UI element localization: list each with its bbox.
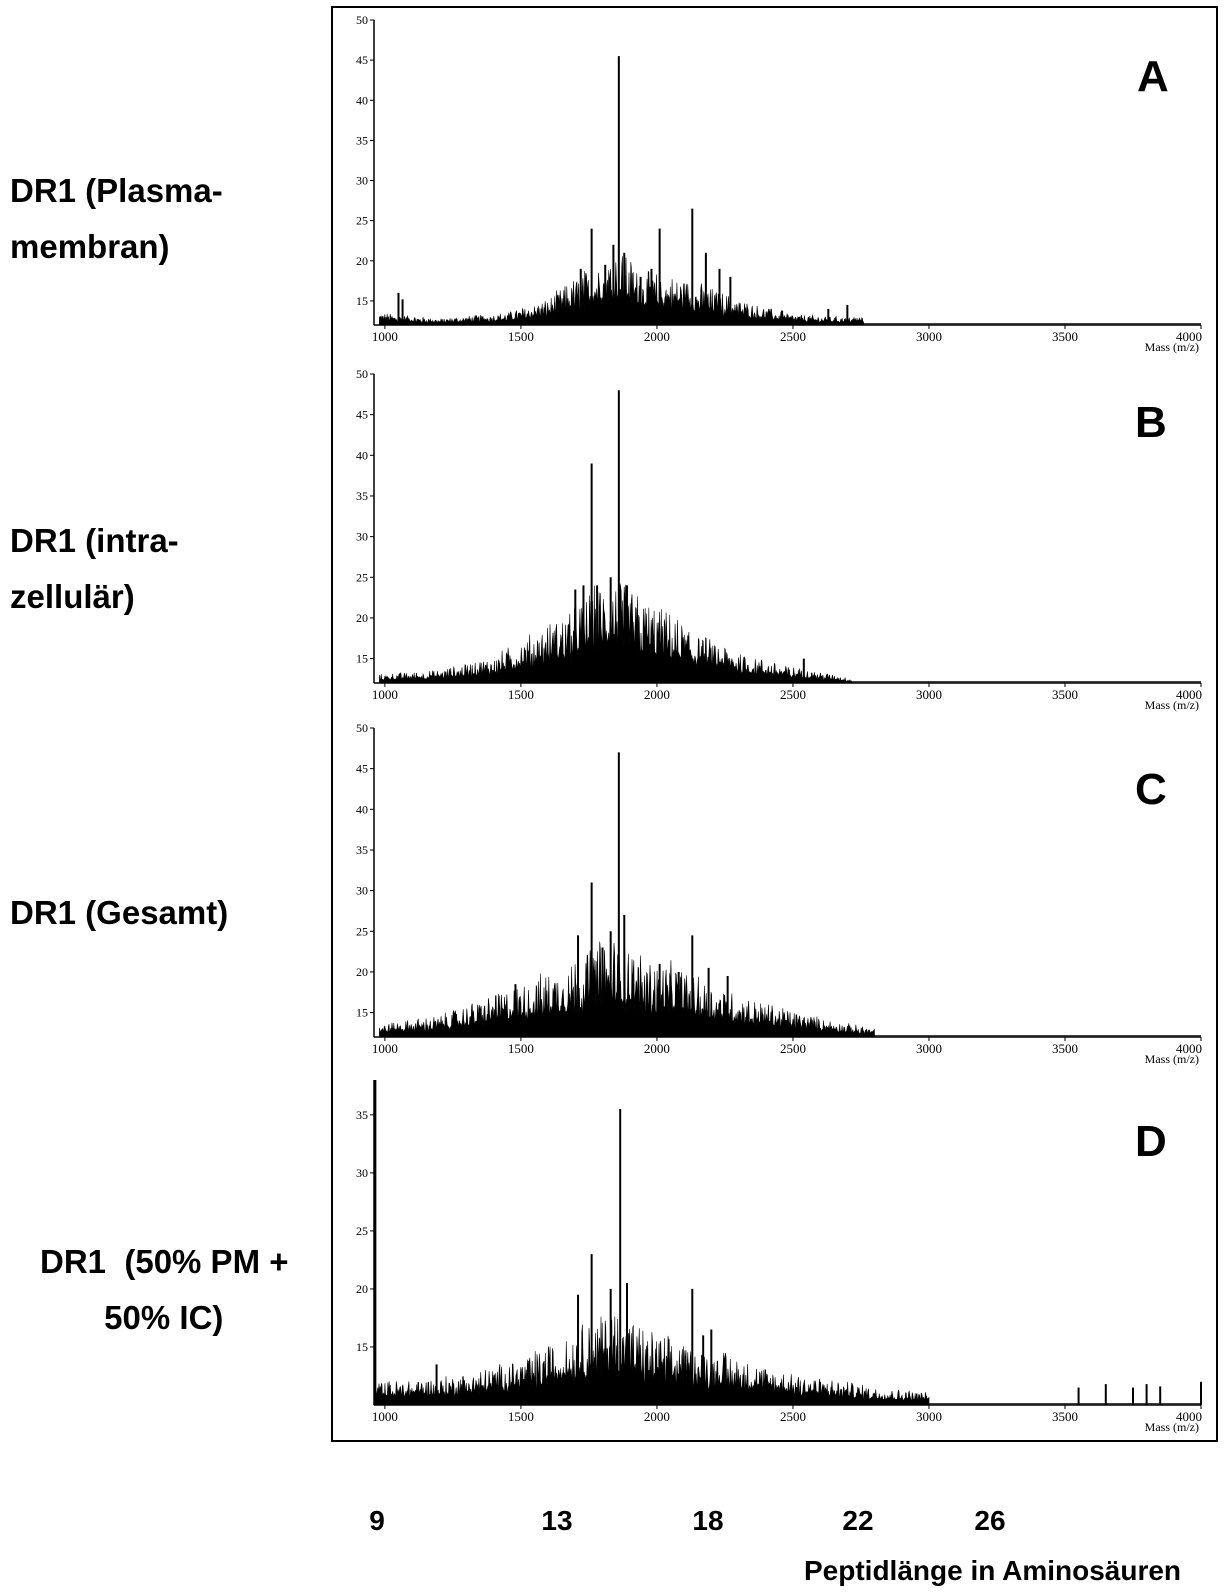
figure-frame	[331, 6, 1218, 1442]
spectrum-background-c	[379, 941, 875, 1038]
x-tick-label-b-3500: 3500	[1052, 687, 1078, 702]
y-tick-label-a-50: 50	[356, 13, 368, 27]
row-label-c: DR1 (Gesamt)	[10, 885, 228, 941]
row-label-b: DR1 (intra- zellulär)	[10, 513, 179, 625]
x-tick-label-a-1500: 1500	[508, 329, 534, 344]
y-tick-label-b-25: 25	[356, 570, 368, 584]
y-tick-label-b-35: 35	[356, 489, 368, 503]
x-axis-label-d: Mass (m/z)	[1145, 1420, 1199, 1434]
x-tick-label-d-3000: 3000	[916, 1409, 942, 1424]
y-tick-label-c-35: 35	[356, 843, 368, 857]
x-tick-label-b-1500: 1500	[508, 687, 534, 702]
x-tick-label-b-4000: 4000	[1176, 687, 1202, 702]
x-tick-label-b-3000: 3000	[916, 687, 942, 702]
peptide-tick-9: 9	[369, 1505, 385, 1536]
y-tick-label-d-15: 15	[356, 1340, 368, 1354]
panel-letter-a: A	[1137, 52, 1169, 101]
x-tick-label-c-1500: 1500	[508, 1041, 534, 1056]
x-tick-label-c-4000: 4000	[1176, 1041, 1202, 1056]
row-label-a-line-2: membran)	[10, 228, 170, 265]
x-tick-label-d-1000: 1000	[372, 1409, 398, 1424]
y-tick-label-c-15: 15	[356, 1006, 368, 1020]
y-tick-label-d-30: 30	[356, 1166, 368, 1180]
spectrum-panel-d: 15 20 25 30 35 1000 1500 2000 2500 3000 3500 4000Ma…	[356, 1080, 1202, 1434]
spectrum-background-d	[375, 1316, 930, 1406]
row-label-d: DR1 (50% PM + 50% IC)	[40, 1234, 289, 1346]
peptide-tick-26: 26	[974, 1505, 1006, 1536]
x-tick-label-a-3500: 3500	[1052, 329, 1078, 344]
row-label-d-line-1: DR1 (50% PM +	[40, 1243, 289, 1280]
y-tick-label-c-30: 30	[356, 884, 368, 898]
y-tick-label-d-20: 20	[356, 1282, 368, 1296]
row-label-a: DR1 (Plasma- membran)	[10, 163, 223, 275]
x-tick-label-d-2000: 2000	[644, 1409, 670, 1424]
spectrum-background-a	[379, 256, 865, 326]
y-tick-label-c-50: 50	[356, 721, 368, 735]
y-tick-label-d-25: 25	[356, 1224, 368, 1238]
y-tick-label-b-30: 30	[356, 530, 368, 544]
y-tick-label-a-25: 25	[356, 214, 368, 228]
y-tick-label-b-50: 50	[356, 367, 368, 381]
y-tick-label-a-15: 15	[356, 294, 368, 308]
x-axis-label-b: Mass (m/z)	[1145, 698, 1199, 712]
x-axis-label-c: Mass (m/z)	[1145, 1052, 1199, 1066]
y-tick-label-a-45: 45	[356, 53, 368, 67]
y-tick-label-a-30: 30	[356, 174, 368, 188]
y-tick-label-d-35: 35	[356, 1108, 368, 1122]
row-label-a-line-1: DR1 (Plasma-	[10, 172, 223, 209]
x-tick-label-a-3000: 3000	[916, 329, 942, 344]
x-tick-label-d-3500: 3500	[1052, 1409, 1078, 1424]
y-tick-label-c-40: 40	[356, 802, 368, 816]
y-tick-label-a-20: 20	[356, 254, 368, 268]
x-tick-label-a-1000: 1000	[372, 329, 398, 344]
x-tick-label-b-2500: 2500	[780, 687, 806, 702]
spectrum-panel-a: 15 20 25 30 35 40 45 50 1000 1500 2000 2500 3000 3500…	[356, 13, 1202, 354]
peptide-axis-label: Peptidlänge in Aminosäuren	[804, 1555, 1182, 1586]
y-tick-label-c-25: 25	[356, 924, 368, 938]
y-tick-label-b-45: 45	[356, 408, 368, 422]
x-tick-label-b-1000: 1000	[372, 687, 398, 702]
y-tick-label-c-45: 45	[356, 762, 368, 776]
x-tick-label-a-2000: 2000	[644, 329, 670, 344]
spectrum-background-b	[379, 583, 854, 684]
x-axis-label-a: Mass (m/z)	[1145, 340, 1199, 354]
row-label-c-line-1: DR1 (Gesamt)	[10, 894, 229, 931]
x-tick-label-a-4000: 4000	[1176, 329, 1202, 344]
x-tick-label-a-2500: 2500	[780, 329, 806, 344]
x-tick-label-c-1000: 1000	[372, 1041, 398, 1056]
x-tick-label-c-3000: 3000	[916, 1041, 942, 1056]
spectrum-panel-c: 15 20 25 30 35 40 45 50 1000 1500 2000 2500 3000 3500…	[356, 721, 1202, 1066]
x-tick-label-d-2500: 2500	[780, 1409, 806, 1424]
y-tick-label-a-35: 35	[356, 133, 368, 147]
spectrum-panel-b: 15 20 25 30 35 40 45 50 1000 1500 2000 2500 3000 3500…	[356, 367, 1202, 712]
peptide-tick-18: 18	[692, 1505, 724, 1536]
y-tick-label-b-40: 40	[356, 448, 368, 462]
y-tick-label-a-40: 40	[356, 93, 368, 107]
peptide-tick-13: 13	[541, 1505, 573, 1536]
x-tick-label-d-4000: 4000	[1176, 1409, 1202, 1424]
x-tick-label-d-1500: 1500	[508, 1409, 534, 1424]
x-tick-label-c-2000: 2000	[644, 1041, 670, 1056]
panel-letter-d: D	[1135, 1117, 1167, 1166]
row-label-b-line-1: DR1 (intra-	[10, 522, 179, 559]
panel-letter-c: C	[1135, 765, 1167, 814]
row-label-d-line-2: 50% IC)	[40, 1299, 224, 1336]
panel-letter-b: B	[1135, 398, 1167, 447]
x-tick-label-c-2500: 2500	[780, 1041, 806, 1056]
y-tick-label-c-20: 20	[356, 965, 368, 979]
x-tick-label-c-3500: 3500	[1052, 1041, 1078, 1056]
x-tick-label-b-2000: 2000	[644, 687, 670, 702]
row-label-b-line-2: zellulär)	[10, 578, 135, 615]
y-tick-label-b-15: 15	[356, 652, 368, 666]
y-tick-label-b-20: 20	[356, 611, 368, 625]
peptide-tick-22: 22	[842, 1505, 874, 1536]
